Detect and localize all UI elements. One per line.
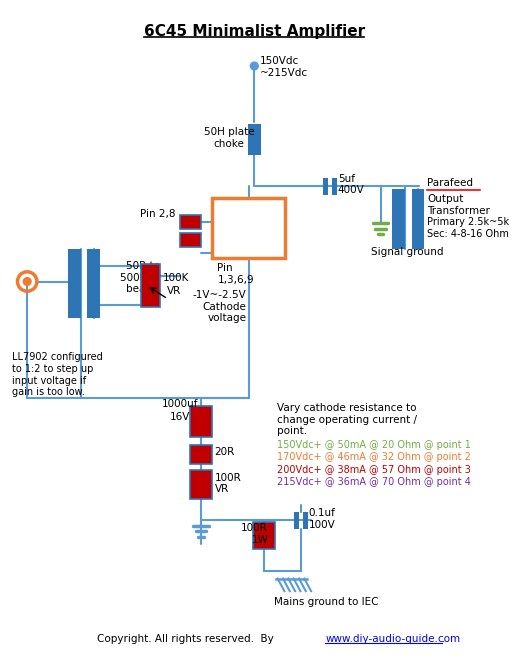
Bar [412,190,424,249]
Text: Parafeed: Parafeed [427,178,473,188]
Text: www.diy-audio-guide.com: www.diy-audio-guide.com [325,634,460,644]
Text: input voltage if: input voltage if [12,375,86,385]
Text: LL7902 configured: LL7902 configured [12,352,102,362]
Text: point.: point. [277,426,307,436]
Bar [141,264,160,307]
Text: 16V: 16V [170,412,190,422]
Text: 6C45 Minimalist Amplifier: 6C45 Minimalist Amplifier [144,24,365,38]
Text: voltage: voltage [208,314,247,324]
Text: change operating current /: change operating current / [277,415,417,426]
Text: beads: beads [126,284,158,294]
Bar [248,124,261,155]
Bar [323,178,328,195]
Bar [332,178,337,195]
Text: Cathode: Cathode [202,302,246,312]
Text: 1W: 1W [251,535,269,545]
Circle shape [23,278,31,285]
Text: 100V: 100V [309,520,335,530]
Text: -1V~-2.5V: -1V~-2.5V [192,290,246,300]
Text: 200Vdc+ @ 38mA @ 57 Ohm @ point 3: 200Vdc+ @ 38mA @ 57 Ohm @ point 3 [277,465,470,475]
Text: Primary 2.5k~5k: Primary 2.5k~5k [427,217,509,227]
Bar [180,215,201,229]
Text: Transformer: Transformer [427,206,490,215]
Bar [294,512,299,529]
Text: 100R: 100R [241,523,268,533]
Text: Copyright. All rights reserved.  By: Copyright. All rights reserved. By [97,634,277,644]
Text: Signal ground: Signal ground [371,247,443,257]
Text: 170Vdc+ @ 46mA @ 32 Ohm @ point 2: 170Vdc+ @ 46mA @ 32 Ohm @ point 2 [277,452,470,462]
Bar [180,233,201,247]
Bar [392,190,405,249]
FancyBboxPatch shape [212,198,286,258]
Text: VR: VR [215,484,229,494]
Text: 50H plate: 50H plate [204,127,255,137]
Text: 1,3,6,9: 1,3,6,9 [217,274,254,284]
Text: to 1:2 to step up: to 1:2 to step up [12,364,93,374]
Bar [68,249,80,318]
Bar [87,249,100,318]
Text: 500R or: 500R or [120,272,161,282]
Text: Output: Output [427,194,464,204]
Text: 1000uf: 1000uf [162,399,198,409]
Bar [190,406,212,437]
Text: 100K: 100K [163,272,190,282]
Text: VR: VR [167,286,181,296]
Text: 0.1uf: 0.1uf [309,508,335,518]
Text: choke: choke [214,139,245,149]
Text: 6C45PI: 6C45PI [227,206,270,219]
Bar [254,522,275,550]
Text: Mains ground to IEC: Mains ground to IEC [274,597,378,607]
Text: Pin: Pin [217,263,233,273]
Text: 150Vdc: 150Vdc [260,56,299,66]
Text: 400V: 400V [338,185,364,196]
Bar [190,445,212,464]
Text: .: . [442,634,445,644]
Text: Vary cathode resistance to: Vary cathode resistance to [277,402,416,412]
Text: 215Vdc+ @ 36mA @ 70 Ohm @ point 4: 215Vdc+ @ 36mA @ 70 Ohm @ point 4 [277,477,470,487]
Text: ~215Vdc: ~215Vdc [260,68,308,78]
Text: 20R: 20R [215,448,235,457]
Bar [190,470,212,499]
Text: gain is too low.: gain is too low. [12,387,85,397]
Text: Sec: 4-8-16 Ohm: Sec: 4-8-16 Ohm [427,229,509,239]
Bar [303,512,308,529]
Text: 5uf: 5uf [338,174,355,184]
Circle shape [250,62,258,70]
Text: 100R: 100R [215,473,242,483]
Text: Pin 2,8: Pin 2,8 [140,209,175,219]
Text: 50R to: 50R to [126,261,160,271]
Text: 150Vdc+ @ 50mA @ 20 Ohm @ point 1: 150Vdc+ @ 50mA @ 20 Ohm @ point 1 [277,440,470,450]
